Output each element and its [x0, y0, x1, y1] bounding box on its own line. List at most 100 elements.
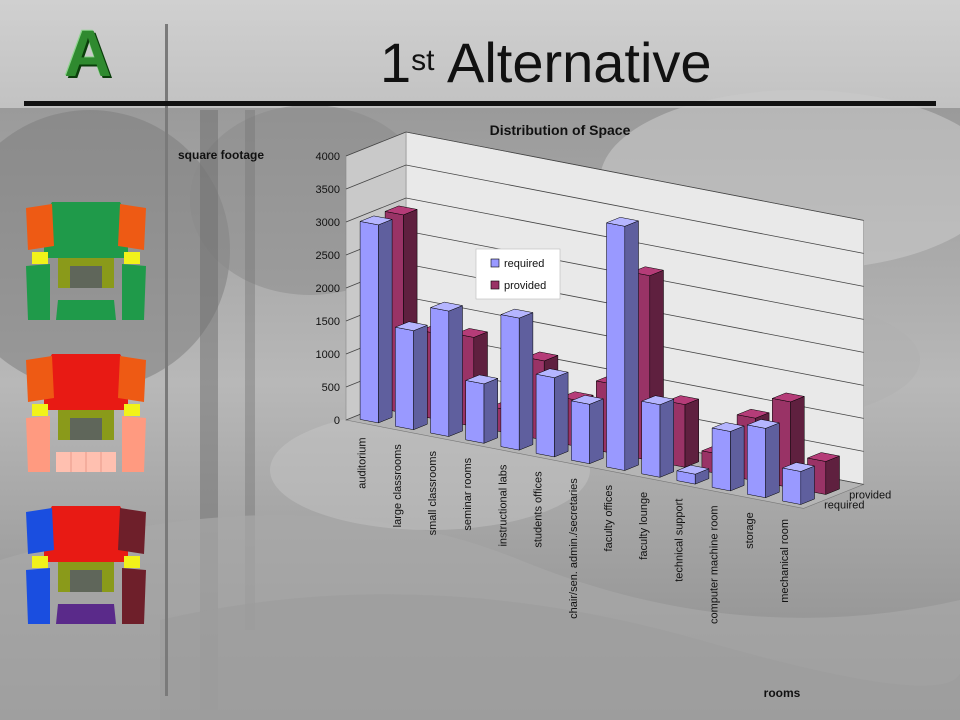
bar-side [589, 398, 604, 465]
bar-side [518, 312, 534, 451]
logo-letter: A [64, 16, 112, 90]
floorplan-thumbnail-2 [26, 354, 146, 472]
y-tick-label: 2000 [316, 283, 340, 295]
bar-top [560, 391, 594, 401]
x-tick-label: computer machine room [709, 505, 721, 624]
chart-title: Distribution of Space [490, 122, 631, 138]
bar-required [711, 422, 745, 492]
bar-front [500, 314, 520, 451]
x-tick-label: small classrooms [427, 451, 439, 536]
vertical-divider [165, 24, 168, 696]
x-axis-label: rooms [764, 686, 801, 700]
x-tick-label: students offices [533, 471, 545, 548]
bar-side [765, 422, 780, 499]
x-tick-label: technical support [673, 499, 685, 582]
bar-side [800, 465, 815, 505]
distribution-chart: 0 500 1000 1500 2000 2500 3000 3500 4000 auditor… [178, 122, 891, 700]
y-tick-label: 3000 [316, 217, 340, 229]
y-tick-label: 1500 [316, 316, 340, 328]
bar-top [429, 301, 464, 312]
gridline [345, 164, 864, 254]
floorplan-thumbnail-3 [26, 506, 146, 624]
x-tick-label: auditorium [357, 437, 369, 488]
bar-required [676, 464, 710, 485]
bar-side [378, 219, 393, 424]
bar-required [394, 321, 429, 431]
bar-front [359, 221, 379, 424]
bar-front [395, 326, 414, 431]
legend-swatch-provided [490, 280, 500, 290]
x-tick-label: storage [744, 512, 756, 549]
title-text: Alternative [434, 31, 712, 94]
depth-label: required [824, 499, 864, 511]
bar-top [771, 392, 806, 403]
bar-top [605, 217, 640, 227]
bar-top [359, 215, 393, 226]
bar-top [665, 395, 700, 405]
bar-side [624, 220, 639, 471]
bar-top [500, 308, 534, 319]
y-tick-label: 1000 [316, 349, 340, 361]
gridline [345, 197, 864, 287]
bar-required [359, 215, 393, 424]
title-number: 1 [380, 31, 412, 94]
bar-top [781, 462, 816, 472]
bar-side [483, 378, 498, 444]
bar-top [570, 395, 605, 405]
bar-required [500, 308, 534, 451]
bar-side [448, 305, 463, 437]
bar-front [465, 380, 485, 444]
y-tick-label: 4000 [316, 151, 340, 163]
bar-top [394, 321, 429, 331]
bar-required [570, 395, 605, 465]
chart-legend: required provided [475, 248, 561, 300]
legend-label-provided: provided [504, 280, 546, 292]
x-tick-labels: auditorium large classrooms small classroo… [357, 437, 791, 624]
bar-front [535, 373, 555, 458]
x-tick-label: mechanical room [779, 519, 791, 603]
depth-label: provided [849, 489, 891, 501]
title-superscript: st [411, 44, 435, 77]
bar-front [641, 400, 661, 478]
bar-front [606, 222, 626, 471]
legend-box [475, 248, 561, 300]
bar-required [781, 462, 816, 505]
y-tick-label: 500 [322, 382, 340, 394]
bar-required [464, 374, 499, 444]
legend-label-required: required [504, 258, 544, 270]
floorplan-thumbnail-1 [26, 202, 146, 320]
bar-top [711, 422, 745, 432]
bar-top [640, 395, 675, 405]
chart-bars [359, 205, 841, 505]
y-axis-label: square footage [178, 148, 264, 162]
bar-top [676, 464, 710, 475]
bar-top [630, 266, 665, 276]
bar-required [746, 419, 781, 499]
bar-front [571, 400, 590, 465]
bar-top [464, 374, 499, 385]
bar-side [659, 398, 674, 478]
bar-side [825, 455, 840, 495]
x-tick-label: chair/sen. admin./secretaries [568, 478, 580, 619]
bar-front [747, 424, 766, 499]
bar-side [554, 371, 569, 458]
bar-top [736, 408, 770, 419]
bar-top [454, 328, 489, 338]
bar-side [413, 324, 428, 431]
bar-top [525, 351, 559, 362]
bar-required [535, 368, 569, 458]
bar-front [782, 467, 802, 505]
bar-front [430, 307, 450, 437]
bar-side [730, 425, 745, 492]
y-tick-label: 0 [334, 415, 340, 427]
gridline [345, 131, 864, 221]
x-tick-label: large classrooms [392, 444, 404, 528]
bar-side [684, 398, 699, 468]
x-tick-label: seminar rooms [462, 457, 474, 530]
y-tick-labels: 0 500 1000 1500 2000 2500 3000 3500 4000 [316, 151, 340, 427]
bar-top [746, 419, 781, 429]
x-tick-label: faculty offices [603, 485, 615, 552]
y-tick-label: 2500 [316, 250, 340, 262]
